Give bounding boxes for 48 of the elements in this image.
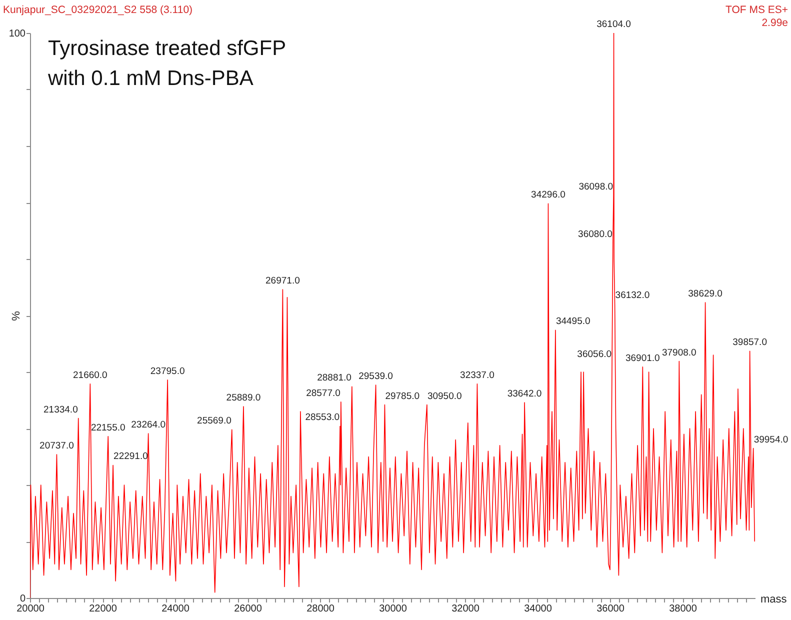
annotation: 34296.0 <box>531 190 566 201</box>
x-tick-label: 32000 <box>452 604 480 614</box>
annotation: 20737.0 <box>40 440 74 452</box>
y-axis-title: % <box>10 310 22 321</box>
annotation: 36104.0 <box>596 19 631 30</box>
y-tick-label: 100 <box>8 28 26 40</box>
annotation: 39857.0 <box>732 337 767 348</box>
annotation: 29539.0 <box>358 370 393 382</box>
chart-subtitle: Kunjapur_SC_03292021_S2 558 (3.110) <box>3 4 193 16</box>
y-tick-label: 0 <box>20 594 26 604</box>
x-tick-label: 20000 <box>16 604 45 614</box>
x-tick-label: 22000 <box>89 604 118 614</box>
annotation: 23795.0 <box>150 366 185 377</box>
annotation: 36098.0 <box>578 182 614 193</box>
text: Tyrosinase treated sfGFP with 0.1 mM Dns-PBA <box>47 37 286 90</box>
annotation: 28553.0 <box>305 412 340 424</box>
annotation: 30950.0 <box>427 390 462 402</box>
annotation: 34495.0 <box>556 316 590 328</box>
x-tick-label: 30000 <box>379 604 408 614</box>
annotation: 25569.0 <box>197 416 232 427</box>
annotation: 23264.0 <box>131 420 166 431</box>
annotation: 28881.0 <box>317 372 352 384</box>
annotation: 21334.0 <box>44 404 78 416</box>
annotation: 38629.0 <box>688 288 722 300</box>
annotation: 22291.0 <box>114 451 148 462</box>
annotation: 28577.0 <box>306 388 340 399</box>
annotation: 36132.0 <box>615 290 650 302</box>
annotation: 25889.0 <box>226 392 261 404</box>
annotation: 22155.0 <box>90 422 126 434</box>
x-tick-label: 28000 <box>306 604 335 614</box>
x-tick-label: 38000 <box>669 604 698 614</box>
x-axis-title: mass <box>760 594 788 606</box>
annotation: 29785.0 <box>385 390 420 402</box>
x-tick-label: 26000 <box>234 604 262 614</box>
text: 2.99e <box>762 17 788 29</box>
annotation: 32337.0 <box>460 370 494 381</box>
x-tick-label: 24000 <box>162 604 190 614</box>
annotation: 26971.0 <box>266 276 300 287</box>
annotation: 21660.0 <box>73 370 108 381</box>
annotation: 37908.0 <box>662 347 696 358</box>
x-tick-label: 34000 <box>524 604 552 614</box>
annotation: 33642.0 <box>507 388 542 400</box>
text: TOF MS ES+ <box>725 4 788 16</box>
annotation: 39954.0 <box>754 434 788 446</box>
annotation: 36056.0 <box>577 348 612 360</box>
annotation: 36080.0 <box>578 229 612 240</box>
x-tick-label: 36000 <box>596 604 625 614</box>
annotation: 36901.0 <box>625 352 660 364</box>
